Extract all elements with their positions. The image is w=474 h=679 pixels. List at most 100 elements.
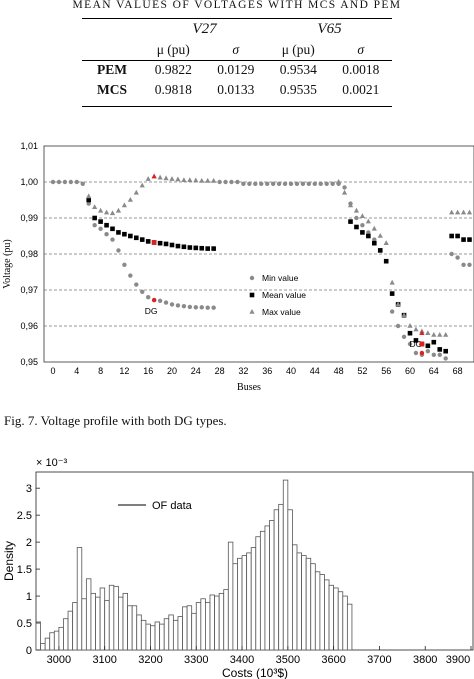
data-point (116, 248, 121, 253)
histogram-bar (278, 503, 284, 651)
group-header-v27: V27 (192, 20, 217, 37)
data-point (140, 289, 145, 294)
histogram-bar (223, 589, 229, 651)
histogram-bar (76, 547, 83, 651)
legend-entry: Max value (262, 307, 301, 317)
histogram-bar (241, 555, 248, 651)
data-point (288, 181, 294, 186)
data-point (330, 181, 335, 186)
histogram-bar (218, 592, 225, 651)
data-point (109, 210, 116, 216)
histogram-bar (127, 605, 133, 651)
dg-marker (419, 350, 425, 356)
y-tick-label: 2 (26, 537, 32, 549)
data-point (461, 262, 466, 267)
data-point (235, 179, 240, 185)
data-point (324, 181, 329, 186)
cost-histogram-chart: 0 0.5 1 1.5 2 2.5 3 3000 3100 3200 3300 3400 3500 360… (2, 457, 474, 679)
data-point (163, 300, 169, 305)
histogram-bar (255, 536, 261, 651)
y-tick-label: 3 (26, 483, 32, 495)
table-rule-top (82, 18, 392, 19)
data-point (92, 204, 98, 209)
data-point (372, 240, 377, 246)
histogram-bar (122, 592, 128, 651)
data-point (86, 193, 92, 199)
data-point (181, 304, 187, 309)
data-point (80, 181, 85, 186)
x-tick-label: 4 (74, 366, 79, 376)
histogram-bar (200, 598, 206, 651)
data-point (169, 176, 175, 181)
data-point (193, 177, 199, 183)
row-label: PEM (97, 62, 127, 77)
dg-marker (419, 330, 425, 335)
data-point (389, 309, 395, 314)
data-point (282, 181, 288, 186)
histogram-bar (250, 547, 257, 651)
data-point (407, 323, 413, 328)
y-axis-label: Voltage (pu) (2, 239, 13, 289)
data-point (205, 246, 210, 251)
table-caption: MEAN VALUES OF VOLTAGES WITH MCS AND PEM (72, 0, 402, 10)
data-point (163, 241, 169, 247)
x-tick-label: 3700 (367, 654, 391, 666)
histogram-bar (301, 555, 307, 651)
data-point (395, 301, 401, 307)
data-point (407, 330, 413, 336)
data-point (377, 248, 383, 253)
data-point (449, 251, 454, 257)
x-tick-label: 0 (50, 366, 55, 376)
x-tick-label: 44 (310, 366, 320, 376)
x-tick-label: 8 (98, 366, 103, 376)
data-point (449, 209, 455, 215)
data-point (341, 189, 348, 195)
data-point (425, 343, 431, 349)
histogram-bar (113, 585, 119, 651)
x-tick-label: 60 (405, 366, 415, 376)
data-point (50, 179, 56, 185)
data-point (449, 233, 454, 239)
data-point (437, 332, 443, 337)
data-point (407, 341, 413, 347)
histogram-bar (131, 605, 138, 651)
dg-label: DG (410, 339, 423, 349)
data-point (425, 349, 431, 354)
histogram-bar (140, 619, 147, 651)
data-point (425, 330, 431, 335)
histogram-bar (296, 552, 302, 651)
data-point (134, 235, 139, 241)
data-point (372, 237, 377, 242)
histogram-bar (63, 618, 69, 651)
histogram-bar (108, 584, 115, 651)
data-point (365, 218, 371, 224)
data-point (175, 176, 181, 182)
data-point (62, 179, 68, 185)
histogram-bar (259, 530, 266, 651)
y-tick-label: 0,95 (20, 357, 38, 367)
data-point (121, 202, 127, 208)
dg-marker (151, 173, 157, 179)
data-point (455, 233, 460, 239)
data-point (401, 334, 407, 339)
histogram-bar (72, 602, 78, 651)
y-multiplier-label: × 10⁻³ (36, 457, 68, 469)
x-tick-label: 3000 (47, 654, 71, 666)
x-tick-label: 36 (262, 366, 272, 376)
y-tick-label: 0,98 (20, 249, 38, 259)
data-point (145, 176, 151, 181)
data-point (103, 209, 110, 215)
x-tick-label: 3800 (413, 654, 437, 666)
x-tick-label: 56 (381, 366, 391, 376)
dg-marker (419, 341, 425, 347)
data-point (253, 181, 258, 186)
data-point (199, 177, 205, 183)
x-axis-label: Buses (237, 382, 261, 393)
data-point (104, 222, 109, 228)
histogram-bar (246, 552, 252, 651)
data-point (145, 239, 151, 244)
data-point (92, 223, 97, 228)
data-point (223, 179, 228, 185)
data-point (354, 224, 359, 230)
histogram-bar (328, 584, 335, 651)
